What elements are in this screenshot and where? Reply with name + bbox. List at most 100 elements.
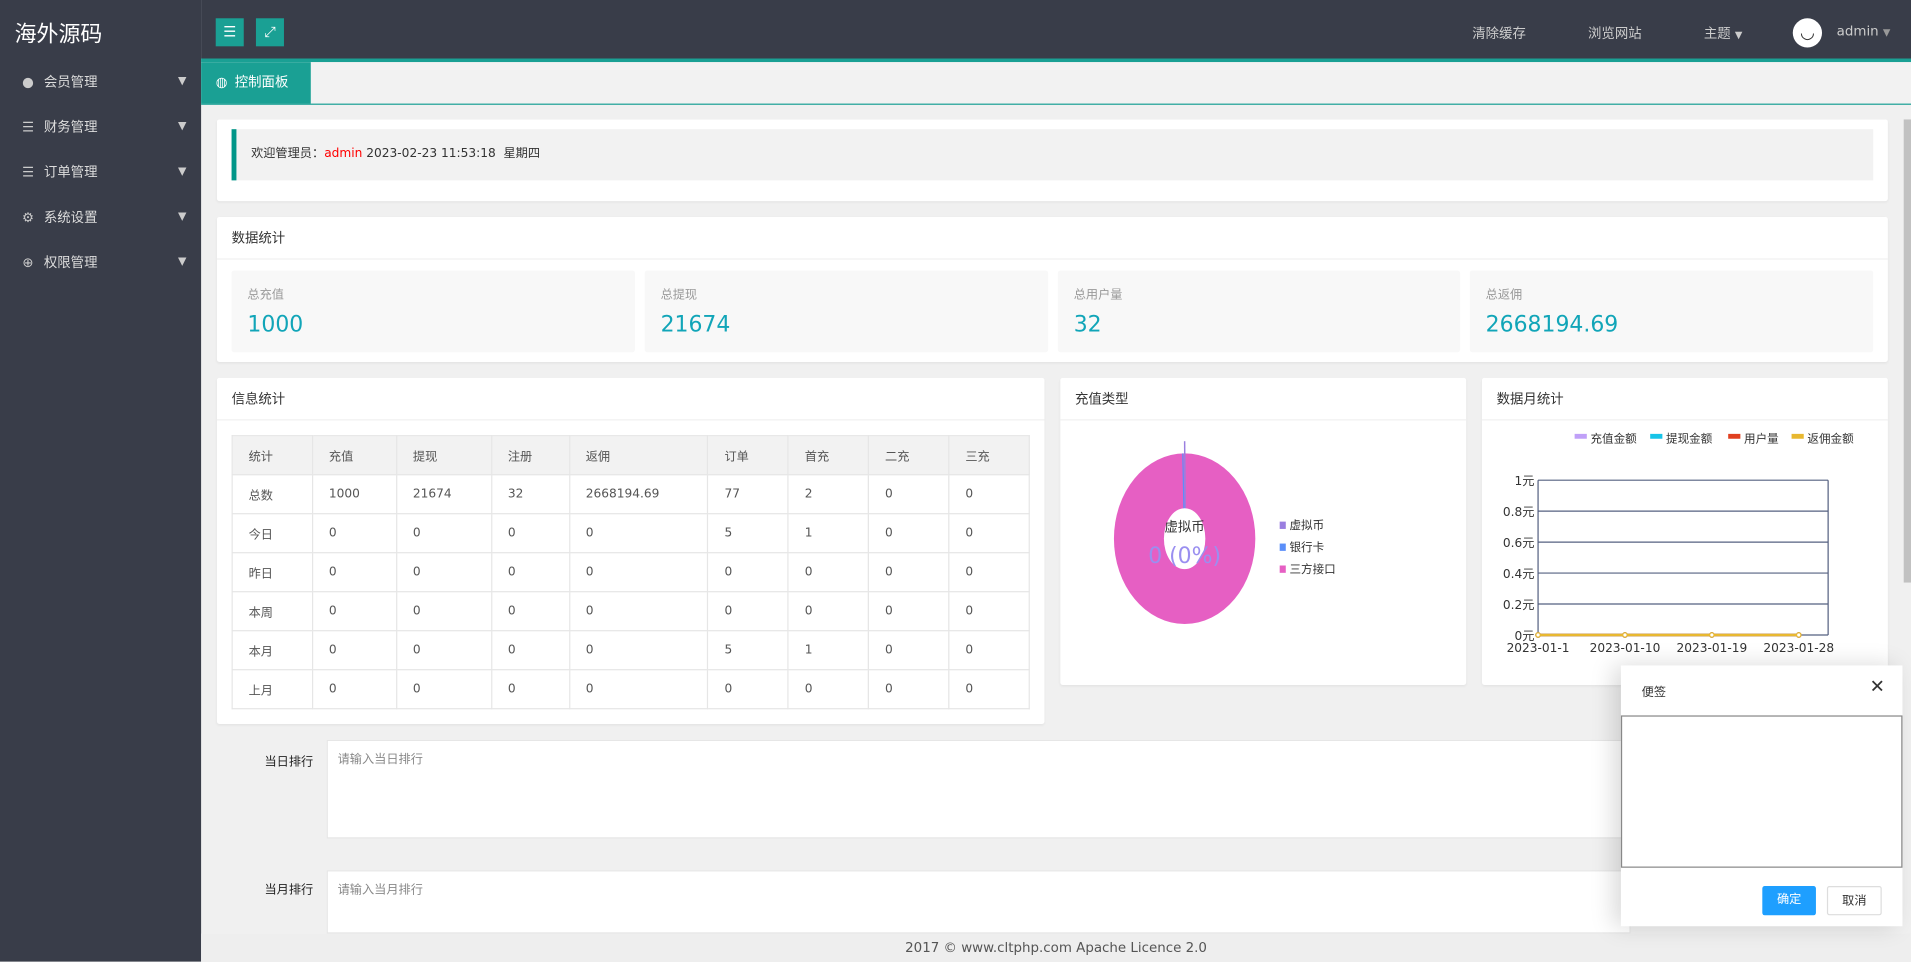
welcome-card: 欢迎管理员：admin 2023-02-23 11:53:18 星期四: [216, 119, 1888, 202]
legend-swatch: [1574, 433, 1587, 439]
y-tick-label: 0.6元: [1503, 536, 1535, 550]
note-popup: 便签 ✕ 确定 取消: [1620, 665, 1903, 927]
stat-label: 总返佣: [1485, 288, 1523, 303]
sidebar-item-settings[interactable]: ⚙ 系统设置 ▼: [0, 195, 201, 240]
table-cell: 5: [707, 630, 789, 671]
stats-card: 数据统计 总充值 1000 总提现 21674 总用户量 32 总返佣 2668194.…: [216, 216, 1888, 362]
table-cell: 0: [867, 591, 950, 632]
stat-label: 总充值: [247, 288, 284, 303]
username: admin: [1836, 23, 1879, 39]
table-cell: 0: [867, 630, 950, 671]
caret-down-icon: ▼: [177, 255, 187, 269]
stat-total-commission: 总返佣 2668194.69: [1469, 270, 1874, 353]
pie-center-value: 0 (0%): [1148, 544, 1221, 569]
legend-swatch: [1279, 521, 1286, 529]
table-row: 本周 0 0 0 0 0 0 0 0: [231, 591, 1030, 632]
database-icon: ☰: [22, 164, 35, 181]
table-cell: 1: [787, 630, 870, 671]
caret-down-icon: ▼: [177, 75, 187, 88]
browse-site-link[interactable]: 浏览网站: [1588, 25, 1642, 42]
legend-swatch: [1650, 433, 1663, 439]
table-cell: 1: [787, 513, 870, 554]
legend-item: 充值金额: [1590, 431, 1637, 445]
table-header-row: 统计 充值 提现 注册 返佣 订单 首充 二充 三充: [231, 435, 1030, 476]
daily-ranking-textarea[interactable]: 请输入当日排行: [326, 739, 1631, 839]
monthly-ranking-label: 当月排行: [264, 883, 314, 897]
y-tick-label: 0.8元: [1503, 505, 1535, 519]
stat-value: 2668194.69: [1485, 312, 1619, 338]
fullscreen-button[interactable]: ⤢: [255, 18, 284, 47]
table-cell: 0: [311, 669, 398, 710]
table-cell: 0: [787, 552, 870, 593]
accent-line: [201, 58, 1911, 63]
table-cell: 0: [867, 669, 950, 710]
stats-title: 数据统计: [216, 217, 1888, 260]
legend-item: 提现金额: [1666, 431, 1713, 445]
table-cell: 0: [707, 591, 789, 632]
caret-down-icon: ▼: [177, 210, 187, 224]
clear-cache-link[interactable]: 清除缓存: [1472, 25, 1526, 42]
recharge-type-card: 充值类型 虚拟币 0 (0%) 虚拟币 银行卡 三方接口: [1060, 377, 1467, 685]
sidebar-item-orders[interactable]: ☰ 订单管理 ▼: [0, 150, 201, 195]
sidebar-item-permissions[interactable]: ⊕ 权限管理 ▼: [0, 240, 201, 285]
scrollbar[interactable]: [1903, 119, 1911, 583]
pie-hole: [1163, 508, 1206, 570]
cancel-button[interactable]: 取消: [1826, 886, 1882, 916]
tab-bar: ◍ 控制面板: [201, 62, 1911, 105]
table-cell: 21674: [395, 474, 492, 515]
stat-label: 总用户量: [1073, 288, 1123, 303]
daily-ranking-label: 当日排行: [264, 755, 314, 770]
theme-menu[interactable]: 主题 ▼: [1704, 23, 1743, 43]
stat-value: 32: [1073, 312, 1102, 338]
column-header: 返佣: [568, 435, 709, 476]
avatar[interactable]: ◡: [1792, 18, 1823, 48]
table-cell: 0: [395, 669, 492, 710]
table-cell: 本周: [231, 591, 314, 632]
globe-icon: ⊕: [22, 254, 34, 271]
table-cell: 0: [948, 669, 1030, 710]
confirm-button[interactable]: 确定: [1762, 886, 1816, 916]
footer: 2017 © www.cltphp.com Apache Licence 2.0: [201, 933, 1911, 962]
table-cell: 0: [490, 669, 570, 710]
user-menu[interactable]: admin ▼: [1837, 23, 1891, 39]
logo: 海外源码: [14, 21, 103, 48]
sidebar-item-members[interactable]: ● 会员管理 ▼: [0, 60, 201, 105]
note-textarea[interactable]: [1620, 715, 1903, 868]
table-cell: 0: [707, 669, 789, 710]
y-tick-label: 0.2元: [1503, 598, 1535, 612]
monthly-ranking-textarea[interactable]: 请输入当月排行: [326, 870, 1631, 934]
table-cell: 0: [490, 513, 570, 554]
column-header: 首充: [787, 435, 870, 476]
legend-item: 返佣金额: [1807, 431, 1854, 445]
table-cell: 0: [568, 591, 709, 632]
stat-value: 21674: [660, 312, 731, 338]
table-cell: 0: [787, 669, 870, 710]
pie-slice: [1183, 441, 1186, 515]
gears-icon: ⚙: [22, 209, 35, 226]
legend-item: 用户量: [1744, 431, 1779, 445]
menu-toggle-button[interactable]: ☰: [215, 18, 244, 47]
data-point: [1622, 632, 1628, 638]
monthly-stats-title: 数据月统计: [1482, 378, 1888, 421]
user-icon: ●: [22, 74, 34, 91]
tab-dashboard[interactable]: ◍ 控制面板: [201, 62, 311, 104]
table-cell: 0: [948, 474, 1030, 515]
sidebar-item-finance[interactable]: ☰ 财务管理 ▼: [0, 105, 201, 150]
table-cell: 0: [568, 513, 709, 554]
table-cell: 0: [311, 630, 398, 671]
close-icon[interactable]: ✕: [1869, 675, 1885, 698]
y-tick-label: 0.4元: [1503, 567, 1535, 581]
stat-value: 1000: [247, 312, 304, 338]
table-cell: 本月: [231, 630, 314, 671]
x-tick-label: 2023-01-28: [1763, 641, 1834, 655]
sidebar: 海外源码 ● 会员管理 ▼ ☰ 财务管理 ▼ ☰ 订单管理 ▼ ⚙ 系统设置 ▼ ⊕ 权限管理 ▼: [0, 0, 202, 962]
note-title: 便签: [1641, 686, 1667, 700]
legend-item: 虚拟币: [1289, 518, 1324, 532]
table-row: 本月 0 0 0 0 5 1 0 0: [231, 630, 1030, 671]
x-tick-label: 2023-01-19: [1676, 641, 1747, 655]
welcome-weekday: 星期四: [503, 147, 541, 161]
caret-down-icon: ▼: [1734, 29, 1743, 41]
data-point: [1795, 632, 1802, 638]
legend-item: 三方接口: [1289, 562, 1335, 576]
table-cell: 0: [867, 474, 950, 515]
